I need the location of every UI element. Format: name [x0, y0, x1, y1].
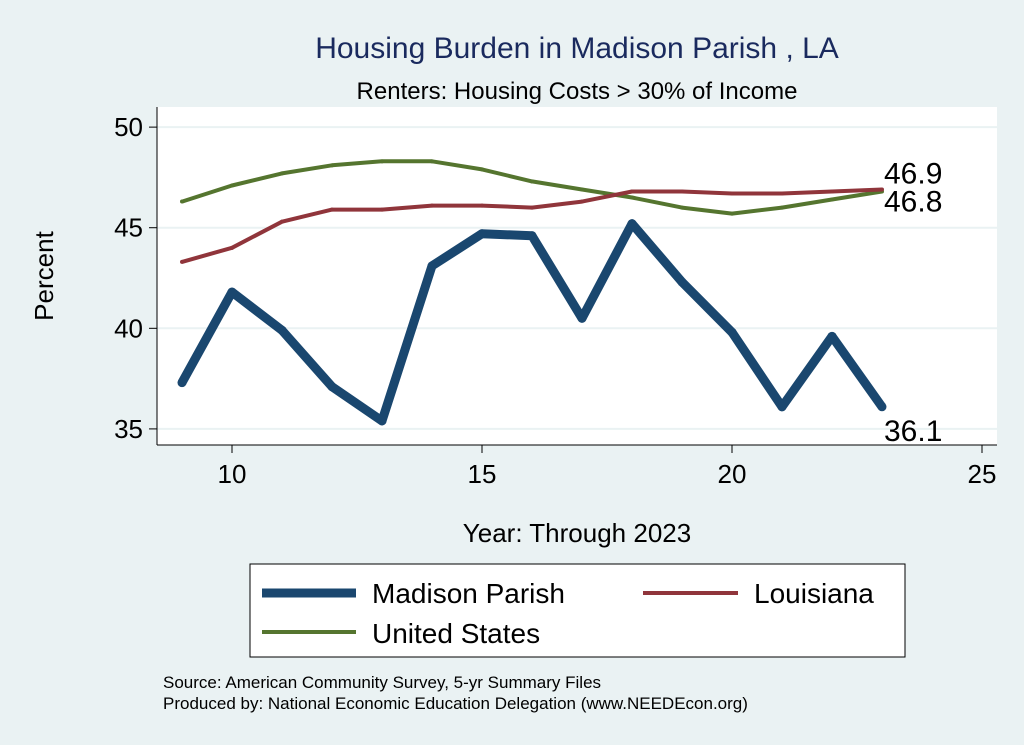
y-tick-label-45: 45 [114, 213, 143, 243]
data-point-madison-parish-20 [727, 327, 737, 337]
legend-label-madison-parish: Madison Parish [372, 578, 565, 609]
data-label-united-states: 46.8 [884, 186, 942, 219]
x-tick-label-20: 20 [718, 459, 747, 489]
data-point-united-states-10 [230, 183, 234, 188]
y-tick-label-40: 40 [114, 313, 143, 343]
data-point-united-states-14 [430, 159, 434, 164]
data-label-madison-parish: 36.1 [884, 415, 942, 448]
data-point-united-states-16 [530, 179, 534, 184]
data-labels: 46.946.8 36.1 [884, 157, 942, 447]
axes [149, 107, 997, 453]
data-point-united-states-13 [380, 159, 384, 164]
data-point-louisiana-20 [730, 191, 734, 196]
data-point-madison-parish-19 [677, 277, 687, 287]
data-point-madison-parish-23 [877, 402, 887, 412]
data-point-louisiana-21 [780, 191, 784, 196]
data-point-madison-parish-18 [627, 219, 637, 229]
data-point-louisiana-23 [880, 187, 884, 192]
x-tick-label-15: 15 [468, 459, 497, 489]
data-point-united-states-15 [480, 167, 484, 172]
data-point-united-states-12 [330, 163, 334, 168]
data-point-madison-parish-21 [777, 402, 787, 412]
data-point-madison-parish-9 [177, 378, 187, 388]
x-axis-label: Year: Through 2023 [463, 518, 691, 548]
data-point-united-states-21 [780, 205, 784, 210]
data-point-louisiana-12 [330, 207, 334, 212]
data-point-madison-parish-14 [427, 261, 437, 271]
source-line-2: Produced by: National Economic Education… [163, 694, 748, 713]
data-point-louisiana-16 [530, 205, 534, 210]
tick-labels: 35 40 45 50 10 15 20 25 [114, 112, 996, 489]
data-point-louisiana-14 [430, 203, 434, 208]
chart-subtitle: Renters: Housing Costs > 30% of Income [357, 78, 798, 105]
data-point-united-states-20 [730, 211, 734, 216]
data-point-united-states-18 [630, 195, 634, 200]
y-axis-label: Percent [29, 230, 59, 320]
data-point-madison-parish-17 [577, 313, 587, 323]
legend-label-united-states: United States [372, 618, 540, 649]
data-point-louisiana-17 [580, 199, 584, 204]
x-tick-label-10: 10 [218, 459, 247, 489]
data-point-united-states-22 [830, 197, 834, 202]
series-lines [177, 159, 887, 426]
data-point-louisiana-10 [230, 245, 234, 250]
y-tick-label-35: 35 [114, 414, 143, 444]
data-point-united-states-19 [680, 205, 684, 210]
data-point-madison-parish-12 [327, 382, 337, 392]
data-point-united-states-17 [580, 187, 584, 192]
data-point-madison-parish-11 [277, 325, 287, 335]
legend-label-louisiana: Louisiana [754, 578, 874, 609]
source-line-1: Source: American Community Survey, 5-yr … [163, 673, 601, 692]
data-point-louisiana-13 [380, 207, 384, 212]
chart-title: Housing Burden in Madison Parish , LA [315, 32, 839, 65]
legend: Madison Parish Louisiana United States [249, 563, 906, 658]
y-tick-label-50: 50 [114, 112, 143, 142]
grid-lines [157, 126, 997, 430]
data-point-madison-parish-10 [227, 287, 237, 297]
data-label-louisiana: 46.9 [884, 157, 942, 190]
data-point-louisiana-15 [480, 203, 484, 208]
data-point-united-states-11 [280, 171, 284, 176]
data-point-louisiana-9 [180, 259, 184, 264]
data-point-louisiana-22 [830, 189, 834, 194]
data-point-madison-parish-22 [827, 331, 837, 341]
plot-area [157, 107, 997, 445]
data-point-louisiana-19 [680, 189, 684, 194]
data-point-madison-parish-13 [377, 416, 387, 426]
data-point-louisiana-18 [630, 189, 634, 194]
x-tick-label-25: 25 [968, 459, 997, 489]
data-point-united-states-9 [180, 199, 184, 204]
data-point-madison-parish-16 [527, 231, 537, 241]
legend-box [249, 563, 906, 658]
data-point-madison-parish-15 [477, 229, 487, 239]
data-point-louisiana-11 [280, 219, 284, 224]
